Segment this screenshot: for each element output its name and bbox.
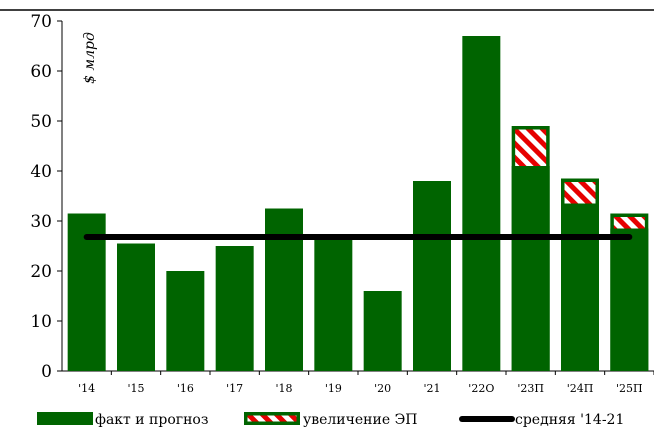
unit-label: $ млрд xyxy=(82,32,98,84)
x-tick-label: '18 xyxy=(275,382,292,395)
bar-fact xyxy=(462,36,501,371)
bar-fact xyxy=(610,228,649,371)
bar-fact xyxy=(511,166,550,371)
legend-swatch-fact xyxy=(37,412,93,425)
y-tick-label: 20 xyxy=(30,262,52,282)
bar-fact xyxy=(215,246,254,371)
x-tick-label: '14 xyxy=(78,382,95,395)
bar-increase xyxy=(613,217,645,229)
legend-swatch-increase xyxy=(247,415,297,422)
y-tick-label: 70 xyxy=(30,12,52,32)
bar-increase xyxy=(564,182,596,204)
legend-label-fact: факт и прогноз xyxy=(95,412,208,428)
x-tick-label: '20 xyxy=(374,382,391,395)
x-tick-label: '17 xyxy=(226,382,243,395)
x-tick-label: '23П xyxy=(517,382,544,395)
x-tick-label: '25П xyxy=(616,382,643,395)
y-tick-label: 30 xyxy=(30,212,52,232)
y-tick-label: 10 xyxy=(30,312,52,332)
y-tick-label: 0 xyxy=(41,362,52,382)
x-tick-label: '16 xyxy=(177,382,194,395)
x-tick-label: '22О xyxy=(468,382,494,395)
legend-label-average: средняя '14-21 xyxy=(515,412,624,428)
bar-fact xyxy=(117,243,155,371)
legend-label-increase: увеличение ЭП xyxy=(303,412,418,428)
x-tick-label: '15 xyxy=(127,382,144,395)
bar-fact xyxy=(166,271,205,371)
y-tick-label: 40 xyxy=(30,162,52,182)
bar-fact xyxy=(363,291,402,371)
bar-increase xyxy=(515,129,547,166)
bar-fact xyxy=(561,203,599,371)
x-tick-label: '21 xyxy=(423,382,440,395)
x-tick-label: '24П xyxy=(567,382,594,395)
y-tick-label: 50 xyxy=(30,112,52,132)
bar-fact xyxy=(265,208,303,371)
bar-fact xyxy=(314,236,353,371)
x-tick-label: '19 xyxy=(325,382,342,395)
bar-fact xyxy=(413,181,451,371)
y-tick-label: 60 xyxy=(30,62,52,82)
